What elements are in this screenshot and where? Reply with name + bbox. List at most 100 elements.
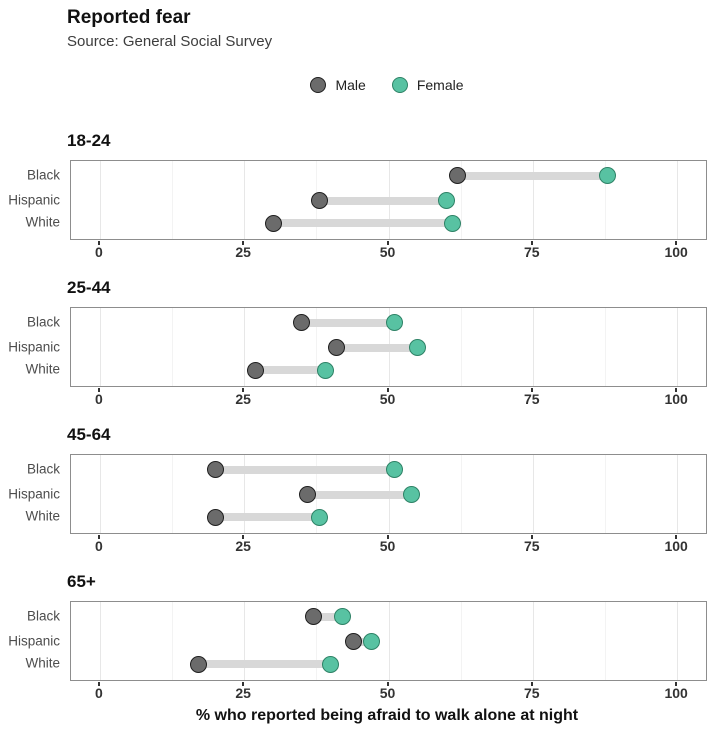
x-tick-mark [530, 535, 533, 539]
major-gridline [244, 161, 246, 239]
minor-gridline [172, 161, 174, 239]
legend-female-label: Female [416, 77, 464, 93]
plot-panel [70, 160, 707, 240]
female-dot [408, 339, 426, 357]
x-tick-mark [675, 535, 678, 539]
x-tick-label: 25 [235, 538, 251, 554]
connector-segment [313, 612, 343, 621]
chart-header: Reported fear Source: General Social Sur… [0, 0, 714, 51]
y-axis-label: White [25, 655, 60, 671]
y-axis-labels: Black Hispanic White [0, 601, 70, 681]
x-tick-mark [97, 682, 100, 686]
male-dot [247, 361, 265, 379]
male-dot [328, 339, 346, 357]
male-dot [345, 633, 363, 651]
x-tick-mark [386, 241, 389, 245]
plot-panel [70, 307, 707, 387]
x-axis: 0 25 50 75 100 [70, 388, 705, 407]
major-gridline [677, 308, 679, 386]
major-gridline [532, 161, 534, 239]
female-dot [333, 608, 351, 626]
female-dot [362, 633, 380, 651]
legend: Male Female [30, 73, 714, 97]
male-dot [293, 314, 311, 332]
x-tick-mark [530, 241, 533, 245]
facet-title: 45-64 [67, 425, 111, 444]
minor-gridline [604, 161, 606, 239]
facet-body: Black Hispanic White [0, 601, 714, 681]
female-dot [385, 461, 403, 479]
facet: 18-24 Black Hispanic White 0 25 50 75 100 [0, 131, 714, 260]
facet-title: 65+ [67, 572, 96, 591]
female-dot [599, 167, 617, 185]
male-dot [189, 655, 207, 673]
y-axis-labels: Black Hispanic White [0, 454, 70, 534]
connector-segment [273, 219, 452, 228]
connector-segment [457, 171, 608, 180]
facet-title: 25-44 [67, 278, 111, 297]
y-axis-label: Black [26, 167, 60, 183]
chart-subtitle: Source: General Social Survey [67, 33, 273, 50]
minor-gridline [172, 602, 174, 680]
male-dot [310, 192, 328, 210]
major-gridline [99, 455, 101, 533]
x-tick-label: 50 [379, 244, 396, 260]
x-tick-label: 75 [524, 685, 540, 701]
major-gridline [99, 308, 101, 386]
connector-segment [215, 513, 320, 522]
x-tick-mark [386, 535, 389, 539]
major-gridline [99, 602, 101, 680]
connector-segment [307, 490, 412, 499]
female-dot [437, 192, 455, 210]
male-marker-icon [310, 77, 327, 93]
x-tick-label: 75 [524, 538, 540, 554]
major-gridline [99, 161, 101, 239]
x-tick-label: 50 [379, 391, 396, 407]
major-gridline [532, 455, 534, 533]
connector-segment [198, 660, 331, 669]
y-axis-label: Black [26, 608, 60, 624]
facet: 65+ Black Hispanic White 0 25 50 75 100 [0, 572, 714, 701]
x-tick-mark [242, 241, 245, 245]
y-axis-label: Hispanic [8, 486, 60, 502]
x-tick-label: 50 [379, 538, 396, 554]
x-tick-mark [675, 682, 678, 686]
connector-segment [336, 343, 418, 352]
x-tick-mark [675, 388, 678, 392]
y-axis-labels: Black Hispanic White [0, 160, 70, 240]
female-dot [403, 486, 421, 504]
major-gridline [532, 308, 534, 386]
major-gridline [244, 602, 246, 680]
x-tick-label: 100 [664, 244, 688, 260]
major-gridline [677, 602, 679, 680]
x-tick-label: 100 [664, 685, 688, 701]
x-axis-title: % who reported being afraid to walk alon… [195, 707, 579, 724]
legend-item-male: Male [310, 77, 366, 93]
minor-gridline [172, 308, 174, 386]
male-dot [299, 486, 317, 504]
facet-body: Black Hispanic White [0, 454, 714, 534]
y-axis-label: Hispanic [8, 339, 60, 355]
facet: 45-64 Black Hispanic White 0 25 50 75 100 [0, 425, 714, 554]
x-tick-label: 75 [524, 244, 540, 260]
minor-gridline [604, 602, 606, 680]
x-tick-mark [97, 535, 100, 539]
y-axis-label: White [25, 214, 60, 230]
minor-gridline [460, 602, 462, 680]
x-tick-mark [97, 241, 100, 245]
connector-segment [215, 465, 395, 474]
x-tick-mark [97, 388, 100, 392]
major-gridline [677, 161, 679, 239]
connector-segment [353, 637, 372, 646]
x-tick-label: 0 [94, 685, 103, 701]
minor-gridline [316, 308, 318, 386]
y-axis-labels: Black Hispanic White [0, 307, 70, 387]
x-tick-label: 0 [94, 244, 103, 260]
minor-gridline [172, 455, 174, 533]
minor-gridline [604, 455, 606, 533]
facet-body: Black Hispanic White [0, 307, 714, 387]
legend-item-female: Female [391, 77, 464, 93]
y-axis-label: White [25, 361, 60, 377]
y-axis-label: Black [26, 314, 60, 330]
